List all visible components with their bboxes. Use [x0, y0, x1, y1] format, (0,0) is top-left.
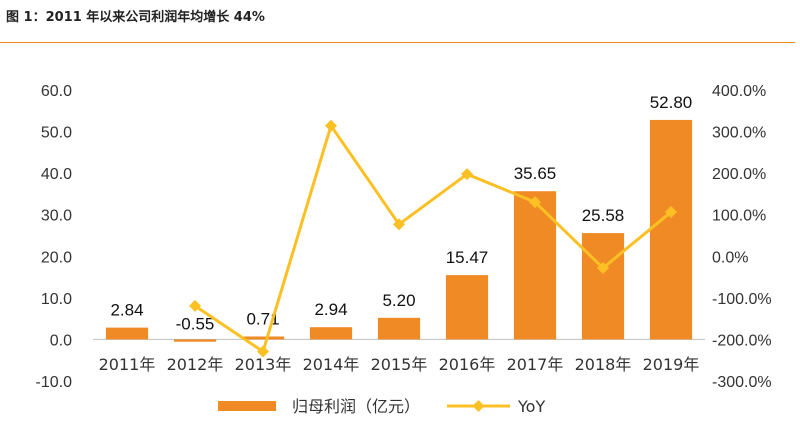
x-tick-label: 2018年: [575, 355, 632, 374]
right-y-tick-label: -100.0%: [712, 291, 772, 308]
bar-data-label: 5.20: [382, 291, 415, 310]
x-tick-label: 2015年: [371, 355, 428, 374]
bar-data-label: 35.65: [514, 164, 557, 183]
right-y-tick-label: 400.0%: [712, 83, 766, 100]
bar-data-label: 25.58: [582, 206, 625, 225]
x-tick-label: 2017年: [507, 355, 564, 374]
bar: [445, 275, 489, 340]
x-tick-label: 2014年: [303, 355, 360, 374]
left-y-tick-label: 50.0: [41, 125, 72, 142]
left-y-axis: -10.0 0.0 10.0 20.0 30.0 40.0 50.0 60.0: [36, 83, 73, 391]
right-y-axis: -300.0% -200.0% -100.0% 0.0% 100.0% 200.0% 300…: [712, 83, 772, 391]
bar: [649, 119, 693, 340]
bar: [173, 339, 217, 342]
bar: [581, 233, 625, 340]
bar: [513, 191, 557, 340]
bar-data-labels: 2.84-0.55 0.71 2.94 5.2015.4735.6525.5852.8…: [110, 93, 692, 333]
left-y-tick-label: -10.0: [36, 374, 73, 391]
yoy-point: [529, 196, 541, 209]
left-y-tick-label: 60.0: [41, 83, 72, 100]
bar-data-label: 2.94: [314, 300, 347, 319]
right-y-tick-label: -200.0%: [712, 332, 772, 349]
legend: 归母利润（亿元） YoY: [218, 397, 545, 416]
bar: [241, 336, 285, 340]
left-y-tick-label: 30.0: [41, 208, 72, 225]
left-y-tick-label: 40.0: [41, 166, 72, 183]
x-tick-label: 2013年: [235, 355, 292, 374]
right-y-tick-label: 300.0%: [712, 125, 766, 142]
left-y-tick-label: 20.0: [41, 249, 72, 266]
yoy-point: [665, 206, 677, 219]
yoy-point: [461, 168, 473, 181]
yoy-line: [194, 124, 672, 354]
legend-bar-label: 归母利润（亿元）: [292, 397, 420, 416]
yoy-point: [393, 218, 405, 231]
yoy-line-series: [189, 119, 677, 358]
x-tick-label: 2011年: [99, 355, 156, 374]
bar-data-label: 2.84: [110, 301, 143, 320]
bar: [309, 327, 353, 340]
x-tick-label: 2019年: [643, 355, 700, 374]
bar: [377, 317, 421, 340]
right-y-tick-label: 0.0%: [712, 249, 748, 266]
yoy-point: [597, 262, 609, 275]
right-y-tick-label: -300.0%: [712, 374, 772, 391]
left-y-tick-label: 0.0: [50, 332, 72, 349]
bar: [105, 327, 149, 340]
x-axis: 2011年 2012年 2013年 2014年 2015年 2016年 2017年 2018年…: [99, 355, 700, 374]
yoy-point: [325, 119, 337, 132]
bar-data-label: 15.47: [446, 248, 489, 267]
x-tick-label: 2012年: [167, 355, 224, 374]
right-y-tick-label: 100.0%: [712, 208, 766, 225]
figure-title: 图 1：2011 年以来公司利润年均增长 44%: [6, 10, 265, 25]
bar-data-label: -0.55: [176, 314, 215, 333]
yoy-point: [257, 345, 269, 358]
title-divider: [0, 42, 795, 43]
right-y-tick-label: 200.0%: [712, 166, 766, 183]
legend-line-label: YoY: [517, 397, 545, 416]
yoy-point: [189, 299, 201, 312]
legend-bar-swatch: [218, 401, 276, 411]
left-y-tick-label: 10.0: [41, 291, 72, 308]
x-tick-label: 2016年: [439, 355, 496, 374]
bar-data-label: 52.80: [650, 93, 693, 112]
legend-line-marker: [472, 400, 485, 412]
